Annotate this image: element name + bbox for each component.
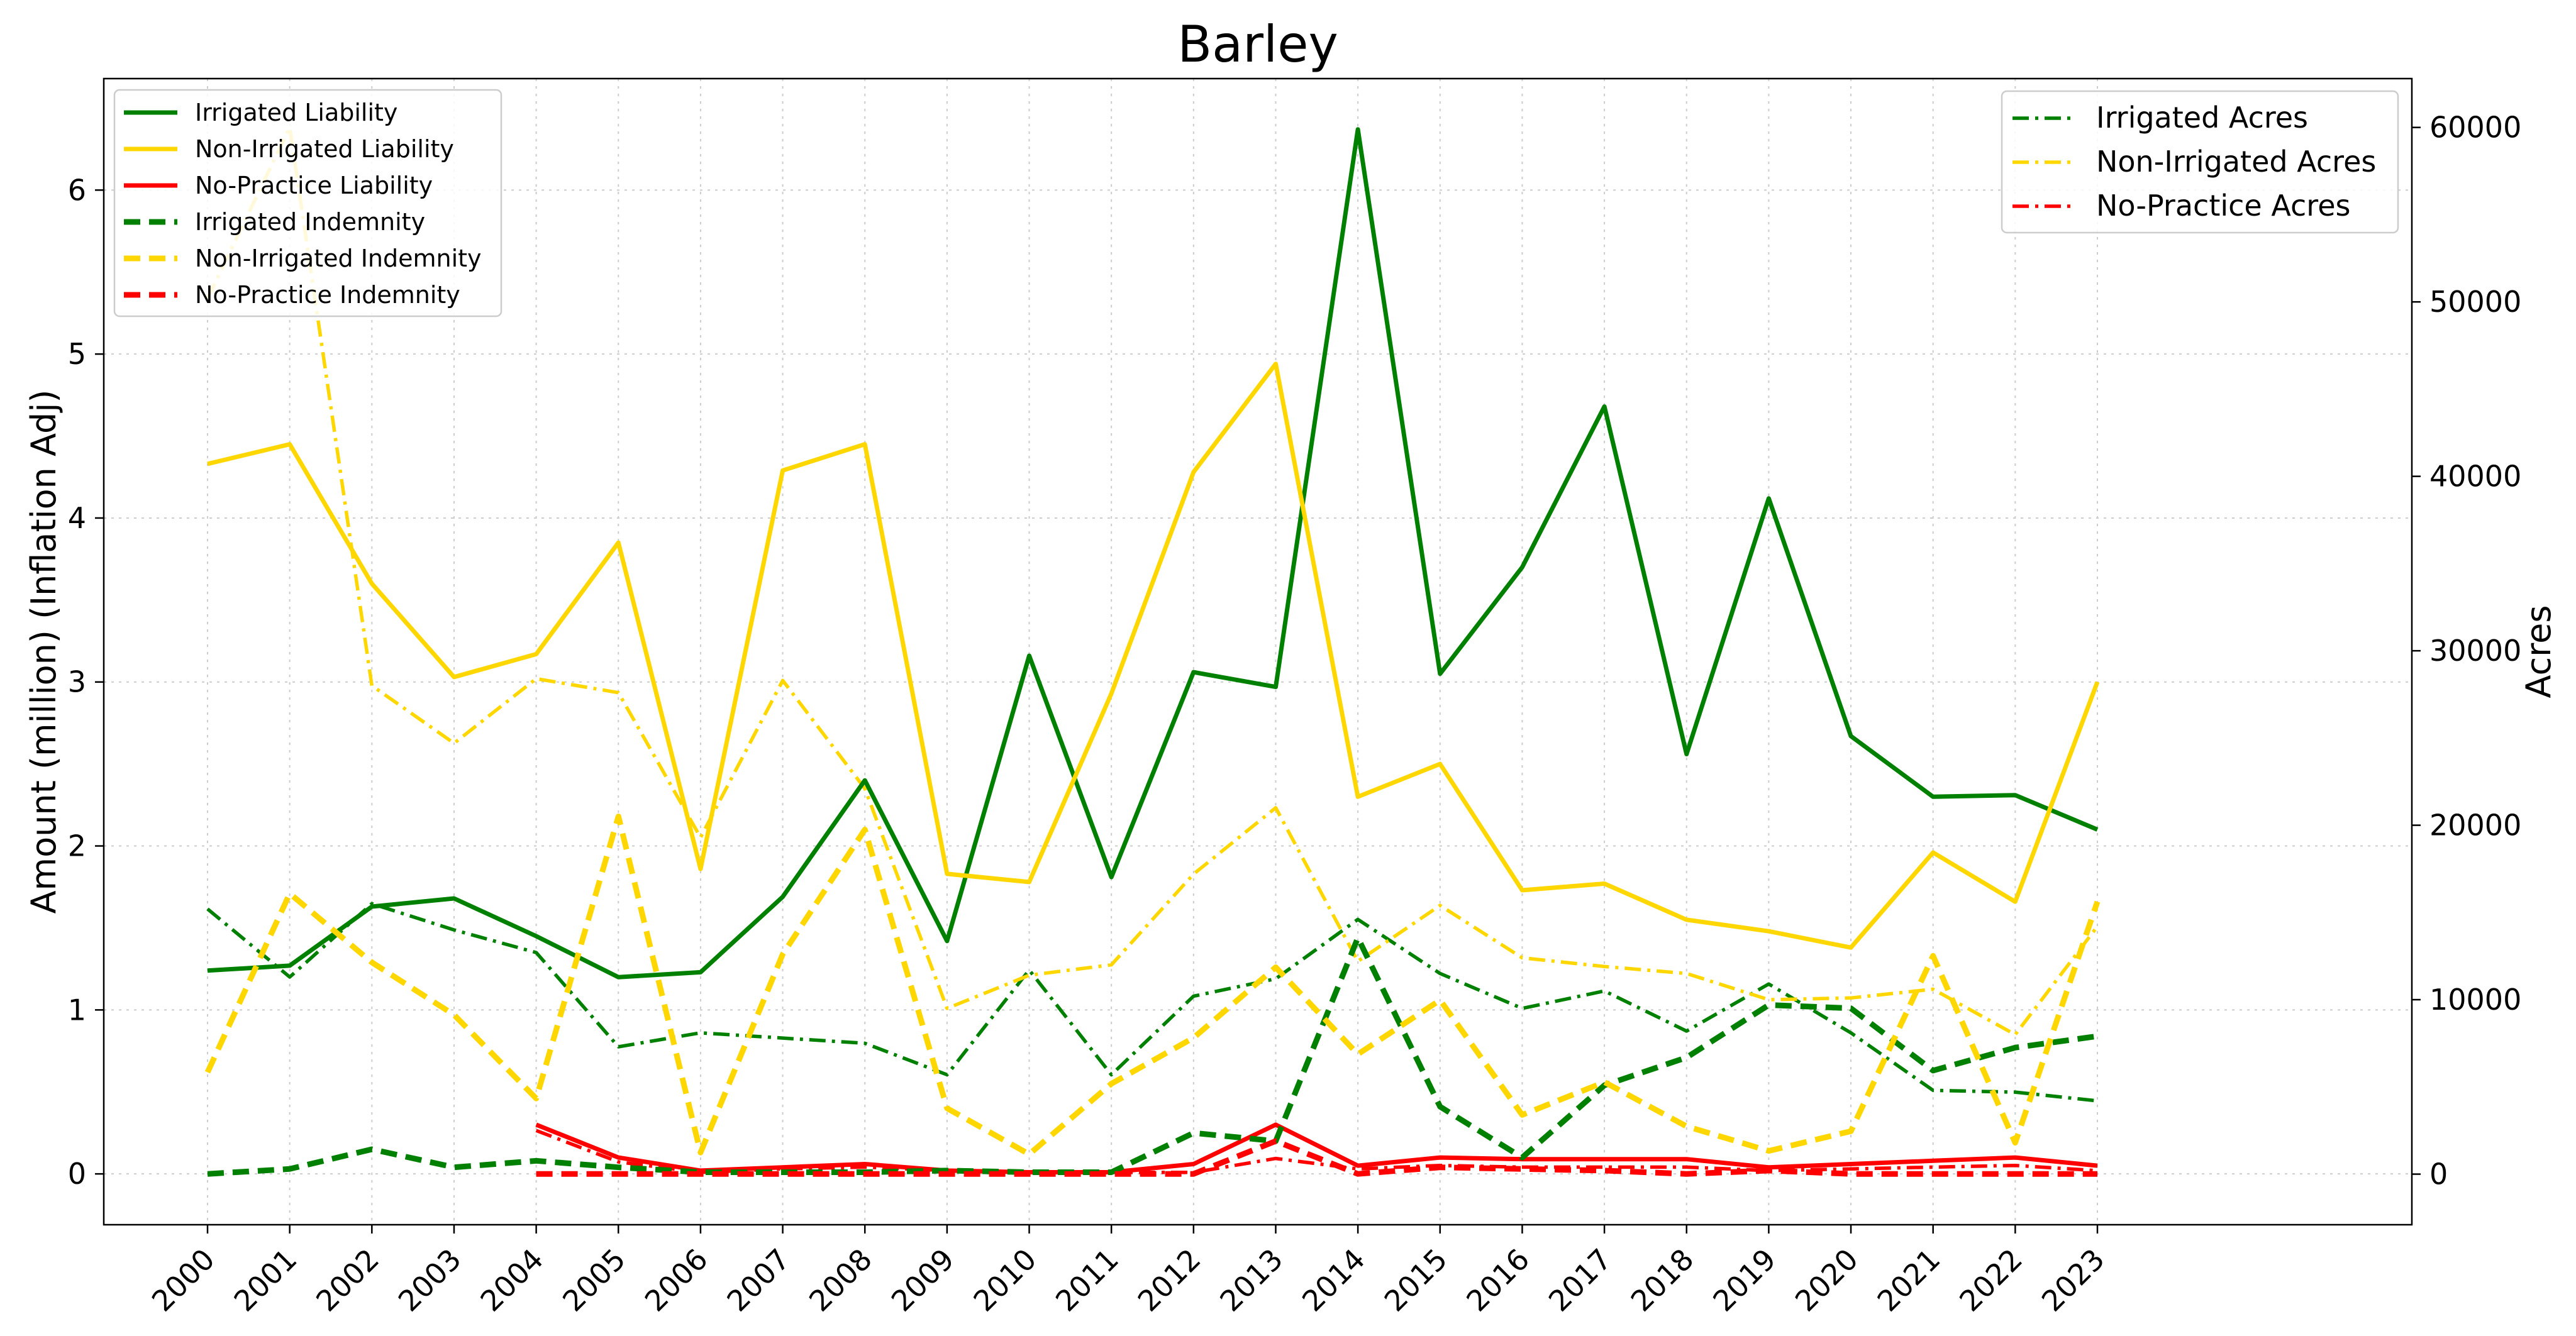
x-axis: 2000 2001 2002 2003 2004 2005 2006 2007 2008 2009… bbox=[145, 1225, 2111, 1318]
legend-left-label: Irrigated Liability bbox=[195, 99, 397, 126]
x-tick-label: 2000 bbox=[145, 1242, 221, 1318]
x-tick-label: 2006 bbox=[638, 1242, 714, 1318]
series-line-left-4 bbox=[204, 814, 2101, 1157]
legend-right-box bbox=[2001, 90, 2399, 234]
series-line-left-5 bbox=[536, 1138, 2097, 1177]
y-tick-label: 1 bbox=[68, 993, 86, 1027]
x-tick-label: 2013 bbox=[1213, 1242, 1289, 1318]
legend-right-label: No-Practice Acres bbox=[2096, 189, 2350, 223]
legend-left-label: No-Practice Indemnity bbox=[195, 281, 460, 309]
chart-title: Barley bbox=[1177, 15, 1338, 74]
x-tick-label: 2016 bbox=[1460, 1242, 1536, 1318]
y2-tick-label: 50000 bbox=[2429, 285, 2521, 319]
x-tick-label: 2008 bbox=[802, 1242, 879, 1318]
legend-left: Irrigated Liability Non-Irrigated Liabili… bbox=[113, 89, 502, 317]
y-tick-label: 2 bbox=[68, 829, 86, 863]
x-tick-label: 2011 bbox=[1049, 1242, 1125, 1318]
y2-tick-label: 0 bbox=[2429, 1157, 2448, 1191]
y2-tick-label: 60000 bbox=[2429, 111, 2521, 145]
y-tick-label: 4 bbox=[68, 501, 86, 535]
legend-right: Irrigated Acres Non-Irrigated Acres No-Pra… bbox=[2001, 90, 2399, 234]
y-tick-label: 0 bbox=[68, 1157, 86, 1191]
series-line-left-1 bbox=[207, 362, 2100, 950]
x-tick-label: 2015 bbox=[1378, 1242, 1454, 1318]
series-line-right-0 bbox=[206, 902, 2098, 1103]
legend-left-label: Irrigated Indemnity bbox=[195, 208, 425, 236]
x-tick-label: 2001 bbox=[227, 1242, 303, 1318]
x-tick-label: 2005 bbox=[556, 1242, 632, 1318]
y-tick-label: 3 bbox=[68, 665, 86, 699]
y-axis-left-label: Amount (million) (Inflation Adj) bbox=[24, 390, 64, 914]
x-tick-label: 2017 bbox=[1542, 1242, 1618, 1318]
x-tick-label: 2022 bbox=[1953, 1242, 2029, 1318]
x-tick-label: 2009 bbox=[885, 1242, 961, 1318]
y2-tick-label: 10000 bbox=[2429, 983, 2521, 1017]
x-tick-label: 2010 bbox=[967, 1242, 1043, 1318]
x-tick-label: 2023 bbox=[2035, 1242, 2111, 1318]
series-line-left-0 bbox=[207, 127, 2099, 980]
x-tick-label: 2007 bbox=[720, 1242, 796, 1318]
legend-left-label: No-Practice Liability bbox=[195, 172, 433, 199]
x-tick-label: 2012 bbox=[1131, 1242, 1208, 1318]
y-axis-right: 0 10000 20000 30000 40000 50000 60000 bbox=[2412, 111, 2521, 1191]
x-tick-label: 2003 bbox=[392, 1242, 468, 1318]
plot-frame bbox=[103, 77, 2413, 1226]
x-tick-label: 2004 bbox=[474, 1242, 550, 1318]
y2-tick-label: 20000 bbox=[2429, 809, 2521, 842]
legend-left-label: Non-Irrigated Liability bbox=[195, 135, 454, 163]
legend-right-label: Irrigated Acres bbox=[2096, 101, 2308, 135]
y-tick-label: 6 bbox=[68, 173, 86, 207]
x-tick-label: 2020 bbox=[1789, 1242, 1865, 1318]
x-tick-label: 2014 bbox=[1296, 1242, 1372, 1318]
y2-tick-label: 40000 bbox=[2429, 460, 2521, 494]
series-lines bbox=[204, 125, 2101, 1177]
series-line-right-1 bbox=[206, 125, 2099, 1037]
y-tick-label: 5 bbox=[68, 337, 86, 371]
legend-left-box bbox=[113, 89, 502, 317]
x-tick-label: 2018 bbox=[1624, 1242, 1701, 1318]
y2-tick-label: 30000 bbox=[2429, 634, 2521, 668]
x-tick-label: 2002 bbox=[309, 1242, 386, 1318]
legend-left-label: Non-Irrigated Indemnity bbox=[195, 245, 482, 272]
legend-right-label: Non-Irrigated Acres bbox=[2096, 145, 2376, 179]
series-line-left-2 bbox=[535, 1122, 2098, 1174]
x-tick-label: 2019 bbox=[1706, 1242, 1782, 1318]
series-line-left-3 bbox=[207, 935, 2098, 1177]
x-tick-label: 2021 bbox=[1871, 1242, 1947, 1318]
y-axis-left: 0 1 2 3 4 5 6 bbox=[68, 173, 104, 1191]
y-axis-right-label: Acres bbox=[2519, 605, 2558, 698]
